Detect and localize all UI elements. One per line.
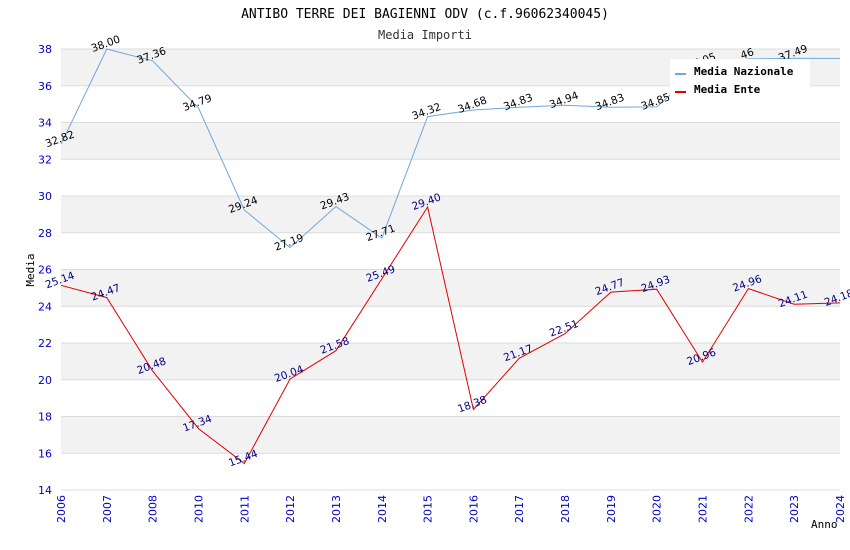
y-tick-label: 20 xyxy=(38,374,52,387)
y-tick-label: 34 xyxy=(38,117,52,130)
x-tick-label: 2022 xyxy=(742,495,755,523)
y-tick-label: 32 xyxy=(38,153,52,166)
legend-label-nazionale: Media Nazionale xyxy=(694,65,794,78)
x-tick-label: 2016 xyxy=(467,495,480,523)
plot-band xyxy=(61,416,840,454)
y-tick-label: 24 xyxy=(38,300,52,313)
legend-box xyxy=(670,59,810,100)
x-tick-label: 2023 xyxy=(788,495,801,523)
x-tick-label: 2014 xyxy=(376,495,389,523)
chart-subtitle: Media Importi xyxy=(378,28,472,42)
plot-band xyxy=(61,453,840,490)
data-label: 46 xyxy=(739,46,756,62)
x-tick-label: 2019 xyxy=(605,495,618,523)
x-tick-label: 2010 xyxy=(192,495,205,523)
legend-label-ente: Media Ente xyxy=(694,83,761,96)
y-tick-label: 30 xyxy=(38,190,52,203)
plot-band xyxy=(61,343,840,380)
x-tick-label: 2012 xyxy=(284,495,297,523)
y-tick-label: 38 xyxy=(38,43,52,56)
legend: Media Nazionale Media Ente xyxy=(670,59,810,100)
x-tick-label: 2017 xyxy=(513,495,526,523)
y-tick-label: 14 xyxy=(38,484,52,497)
x-tick-label: 2021 xyxy=(697,495,710,523)
x-tick-label: 2018 xyxy=(559,495,572,523)
plot-band xyxy=(61,232,840,270)
y-tick-label: 28 xyxy=(38,227,52,240)
x-tick-label: 2024 xyxy=(834,495,847,523)
y-axis-label: Media xyxy=(24,253,37,286)
y-axis-ticks: 14 16 18 20 22 24 26 28 30 32 34 36 38 xyxy=(38,43,52,497)
plot-band xyxy=(61,269,840,307)
plot-band xyxy=(61,306,840,343)
x-tick-label: 2011 xyxy=(238,495,251,523)
x-tick-label: 2013 xyxy=(330,495,343,523)
x-tick-label: 2020 xyxy=(651,495,664,523)
series-line-ente xyxy=(60,205,841,465)
y-tick-label: 26 xyxy=(38,264,52,277)
x-axis-ticks: 2006 2007 2008 2010 2011 2012 2013 2014 2015 2016… xyxy=(55,495,847,523)
plot-band xyxy=(61,379,840,417)
plot-band xyxy=(61,196,840,233)
x-tick-label: 2006 xyxy=(55,495,68,523)
x-axis-label: Anno xyxy=(811,518,838,531)
x-tick-label: 2007 xyxy=(101,495,114,523)
y-tick-label: 22 xyxy=(38,337,52,350)
x-tick-label: 2015 xyxy=(422,495,435,523)
y-tick-label: 18 xyxy=(38,411,52,424)
plot-band xyxy=(61,159,840,196)
y-tick-label: 16 xyxy=(38,447,52,460)
plot-band xyxy=(61,122,840,160)
chart-title: ANTIBO TERRE DEI BAGIENNI ODV (c.f.96062… xyxy=(241,7,609,22)
x-tick-label: 2008 xyxy=(147,495,160,523)
y-tick-label: 36 xyxy=(38,80,52,93)
gridlines xyxy=(61,48,840,491)
